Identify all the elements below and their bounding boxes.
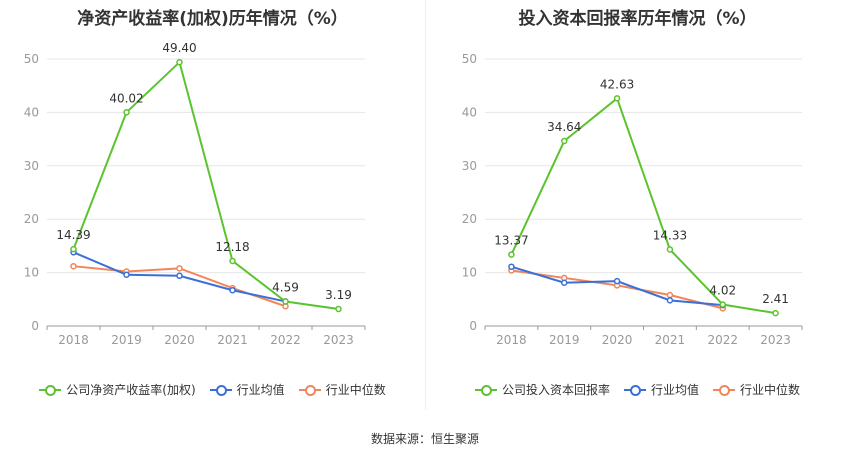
legend-label: 公司净资产收益率(加权) <box>66 383 196 397</box>
data-label: 14.39 <box>56 228 90 242</box>
data-point <box>613 95 621 102</box>
data-point <box>561 137 568 145</box>
y-tick-label: 30 <box>24 159 39 173</box>
x-tick-label: 2020 <box>164 333 195 347</box>
x-tick-label: 2021 <box>217 333 248 347</box>
x-tick-label: 2022 <box>270 333 301 347</box>
data-label: 13.37 <box>494 234 528 248</box>
legend-item[interactable]: 行业均值 <box>623 381 699 398</box>
legend-item[interactable]: 行业中位数 <box>298 381 386 398</box>
x-tick-label: 2018 <box>58 333 89 347</box>
legend-label: 公司投入资本回报率 <box>501 383 610 397</box>
legend-swatch-icon <box>298 384 321 396</box>
x-tick-label: 2018 <box>496 333 527 347</box>
x-tick-label: 2019 <box>111 333 142 347</box>
x-tick-label: 2021 <box>655 333 686 347</box>
data-label: 2.41 <box>762 292 789 306</box>
data-point <box>176 58 183 66</box>
data-label: 12.18 <box>215 240 249 254</box>
data-point <box>70 245 77 253</box>
x-tick-label: 2023 <box>760 333 791 347</box>
legend-swatch-icon <box>474 384 497 396</box>
data-point <box>176 265 183 272</box>
data-point <box>613 277 621 285</box>
y-tick-label: 0 <box>31 319 39 333</box>
legend-label: 行业中位数 <box>740 383 801 397</box>
legend-item[interactable]: 行业中位数 <box>713 381 800 398</box>
y-tick-label: 20 <box>462 212 477 226</box>
data-point <box>666 297 674 304</box>
legend-item[interactable]: 公司投入资本回报率 <box>474 381 610 398</box>
data-label: 14.33 <box>653 228 687 242</box>
data-point <box>508 263 515 270</box>
data-point <box>335 305 342 313</box>
series-line <box>510 96 776 315</box>
y-tick-label: 50 <box>462 52 477 66</box>
data-point <box>229 257 236 265</box>
data-label: 4.59 <box>272 280 299 294</box>
y-tick-label: 10 <box>462 266 477 280</box>
data-point <box>772 309 779 317</box>
data-point <box>508 251 515 258</box>
y-tick-label: 40 <box>462 105 477 119</box>
legend-swatch-icon <box>209 384 232 396</box>
roe-legend: 公司净资产收益率(加权) 行业均值 行业中位数 <box>0 381 425 398</box>
x-tick-label: 2022 <box>707 333 738 347</box>
data-point <box>282 298 289 305</box>
data-point <box>719 301 726 308</box>
chart-title: 净资产收益率(加权)历年情况（%） <box>77 9 348 29</box>
data-point <box>176 272 183 280</box>
y-tick-label: 50 <box>24 52 39 66</box>
roic-legend: 公司投入资本回报率 行业均值 行业中位数 <box>425 381 850 398</box>
roic-line-chart: 0 10 20 30 40 50 2018 2019 2020 2021 2022 2023 13.37… <box>462 52 803 347</box>
chart-title: 投入资本回报率历年情况（%） <box>518 9 757 29</box>
data-label: 49.40 <box>162 41 196 55</box>
roe-chart-panel: 净资产收益率(加权)历年情况（%） 0 10 20 30 40 50 2018 2019 202… <box>0 0 425 420</box>
x-tick-label: 2020 <box>602 333 633 347</box>
data-source-note: 数据来源：恒生聚源 <box>370 432 479 446</box>
legend-item[interactable]: 公司净资产收益率(加权) <box>39 381 196 398</box>
legend-item[interactable]: 行业均值 <box>209 381 285 398</box>
data-label: 40.02 <box>109 91 143 105</box>
legend-label: 行业均值 <box>236 383 285 397</box>
data-point <box>561 279 568 286</box>
data-point <box>666 291 674 299</box>
panel-divider <box>425 0 426 410</box>
data-point <box>666 246 674 253</box>
data-label: 4.02 <box>709 284 736 298</box>
y-tick-label: 10 <box>24 266 39 280</box>
legend-swatch-icon <box>713 384 735 396</box>
data-point <box>123 109 130 116</box>
legend-swatch-icon <box>623 384 646 396</box>
roe-line-chart: 0 10 20 30 40 50 2018 2019 2020 2021 2022 2023 14.39… <box>24 41 366 347</box>
legend-label: 行业均值 <box>650 383 699 397</box>
data-label: 34.64 <box>547 120 581 134</box>
y-tick-label: 20 <box>24 212 39 226</box>
x-tick-label: 2019 <box>549 333 580 347</box>
data-label: 3.19 <box>325 288 352 302</box>
data-point <box>70 262 77 270</box>
legend-label: 行业中位数 <box>325 383 386 397</box>
roic-chart-panel: 投入资本回报率历年情况（%） 0 10 20 30 40 50 2018 2019 2020 20… <box>425 0 850 420</box>
data-point <box>123 271 130 278</box>
data-label: 42.63 <box>600 77 634 91</box>
x-tick-label: 2023 <box>323 333 354 347</box>
data-point <box>229 286 236 294</box>
y-tick-label: 30 <box>462 159 477 173</box>
series-line <box>72 60 339 310</box>
y-tick-label: 0 <box>469 319 477 333</box>
legend-swatch-icon <box>39 384 62 396</box>
y-tick-label: 40 <box>24 105 39 119</box>
